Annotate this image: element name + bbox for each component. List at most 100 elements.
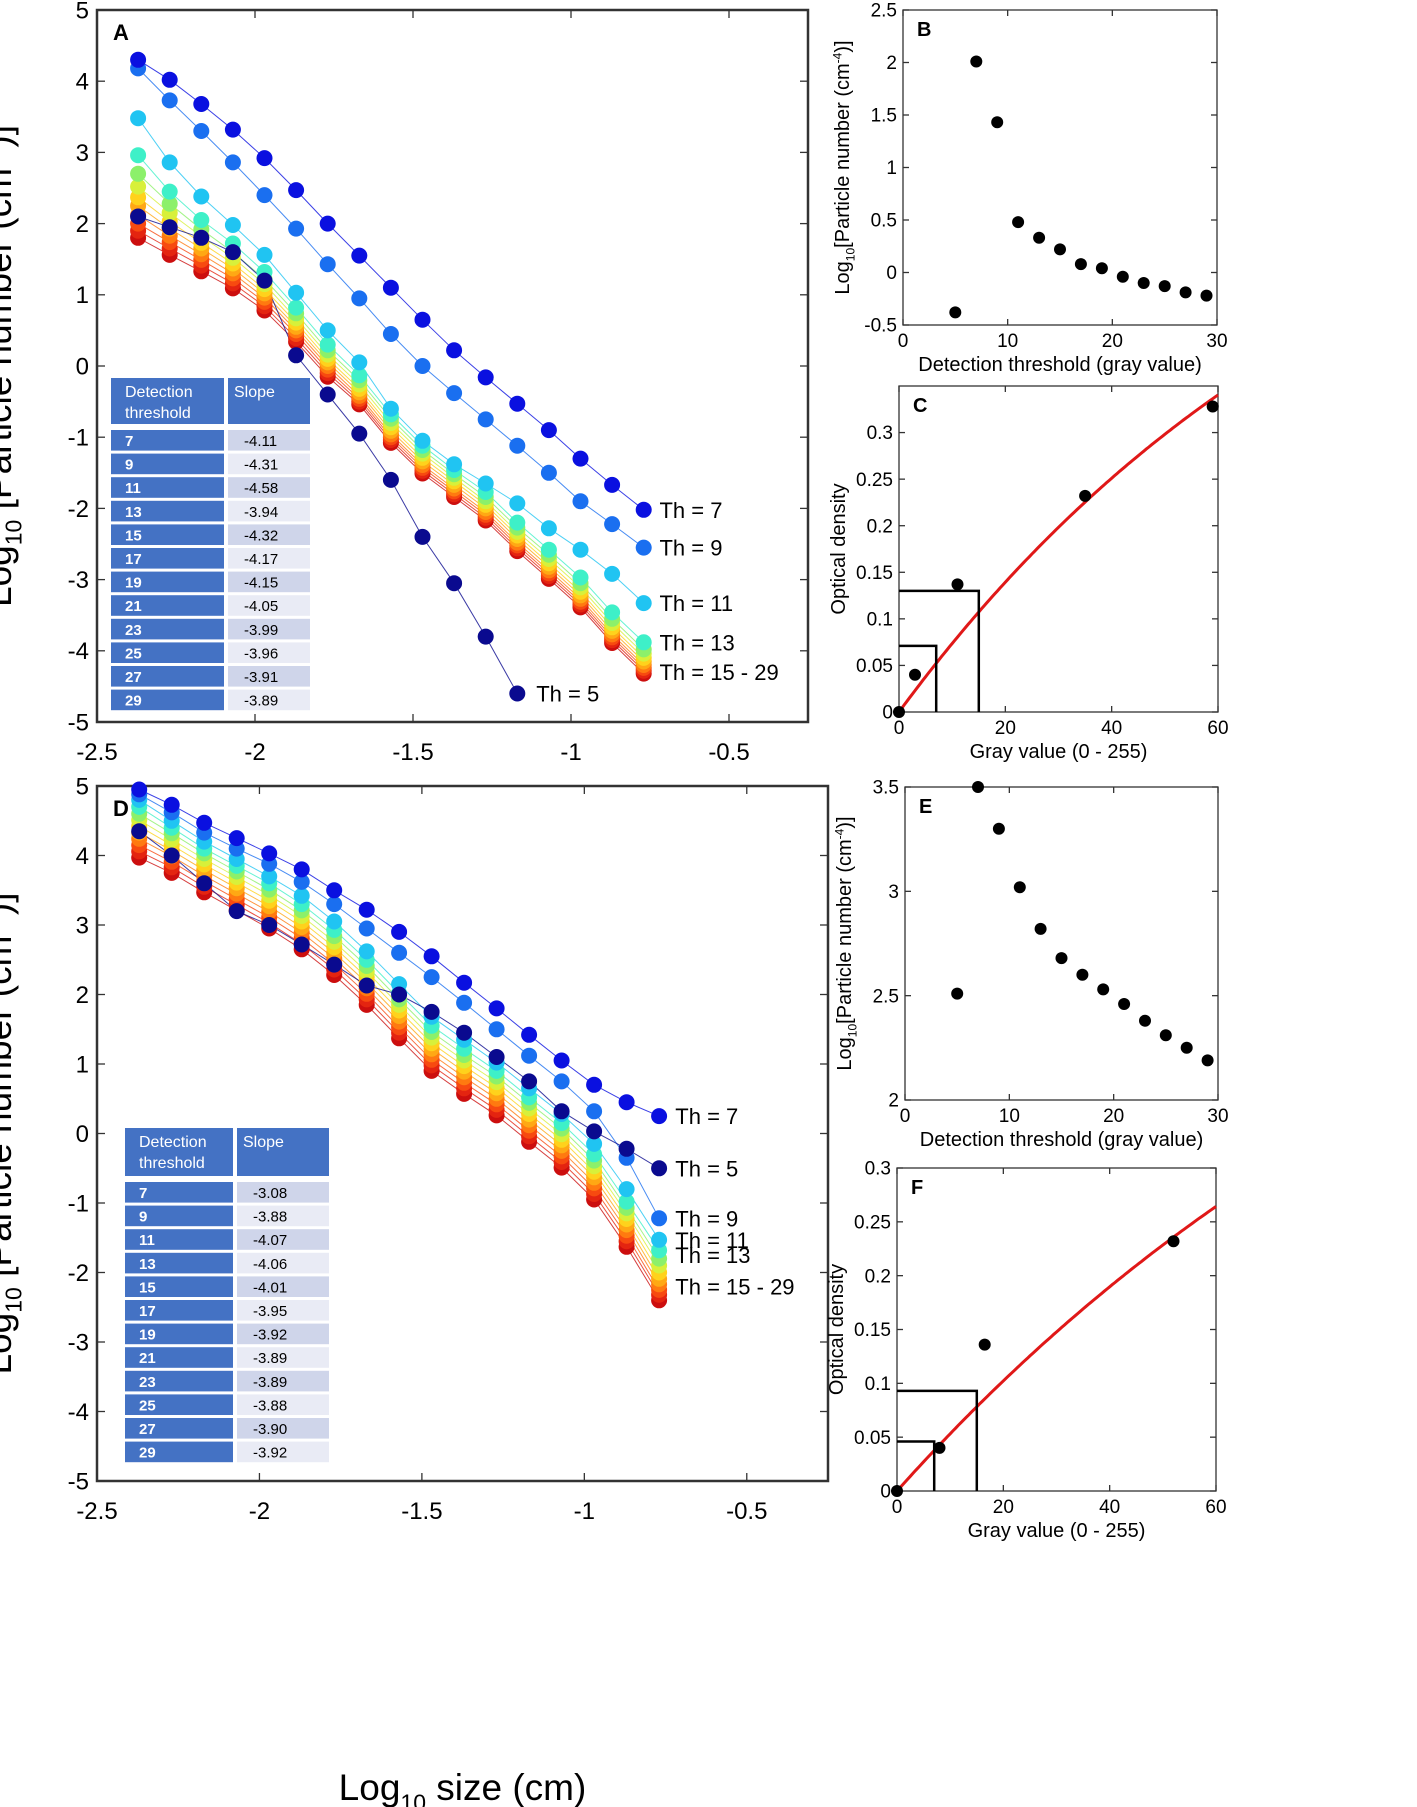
- table-row-A-5: [111, 548, 224, 569]
- data-point-A-th13-14: [572, 569, 589, 586]
- y-tick-label-A-6: 1: [76, 282, 89, 309]
- table-slope-D-7: -3.89: [253, 1350, 287, 1367]
- y-tick-label-F-6: 0.3: [865, 1159, 891, 1180]
- data-point-A-th5-8: [382, 471, 399, 488]
- y-axis-label-A-log: Log: [0, 545, 19, 607]
- data-point-D-th7-14: [586, 1076, 603, 1093]
- x-axis-label-D-text: Log10 size (cm): [339, 1767, 587, 1807]
- table-threshold-A-6: 19: [125, 575, 142, 592]
- data-point-D-th5-15: [618, 1140, 635, 1157]
- data-point-A-th9-15: [604, 516, 621, 533]
- y-axis-label-E-sup: -4: [832, 828, 846, 839]
- data-point-A-th13-2: [193, 212, 210, 228]
- table-header-D-0a: Detection: [139, 1134, 207, 1151]
- y-tick-label-A-1: -4: [68, 638, 89, 665]
- y-axis-label-D-sub: 10: [0, 1287, 26, 1313]
- data-point-D-th7-5: [293, 861, 310, 878]
- data-point-E-3: [1013, 881, 1026, 894]
- data-point-A-th13-1: [161, 183, 178, 200]
- data-point-D-th5-7: [358, 977, 375, 994]
- data-point-B-5: [1054, 243, 1066, 256]
- data-point-A-th13-6: [319, 336, 336, 353]
- x-tick-label-E-1: 10: [999, 1106, 1020, 1127]
- panel-label-C: C: [913, 395, 927, 417]
- table-cell-bg-D-2: [237, 1229, 329, 1250]
- data-point-D-th7-1: [163, 796, 180, 813]
- data-point-A-th9-14: [572, 493, 589, 510]
- data-point-A-th7-14: [572, 450, 589, 467]
- data-point-E-12: [1201, 1054, 1214, 1067]
- data-point-D-th7-9: [423, 948, 440, 965]
- table-row-A-4: [111, 524, 224, 545]
- table-cell-bg-A-5: [228, 548, 310, 569]
- data-point-C-1: [909, 668, 921, 681]
- data-point-A-th11-6: [319, 322, 336, 339]
- y-tick-label-D-2: -3: [68, 1329, 89, 1356]
- data-point-A-th9-12: [509, 437, 526, 454]
- y-axis-label-E-end: )]: [834, 816, 856, 828]
- x-tick-label-F-0: 0: [892, 1497, 903, 1518]
- table-threshold-D-8: 23: [139, 1374, 156, 1391]
- data-point-D-th9-14: [586, 1103, 603, 1120]
- x-axis-label-C: Gray value (0 - 255): [970, 741, 1148, 763]
- x-axis-label-D-sub: 10: [400, 1789, 426, 1807]
- data-point-F-3: [1167, 1235, 1180, 1248]
- data-point-D-th11-15: [618, 1181, 635, 1198]
- table-slope-A-11: -3.89: [244, 693, 278, 710]
- table-header-cell-A-0: [111, 378, 224, 424]
- data-point-D-th5-11: [488, 1049, 505, 1065]
- x-tick-label-D-2: -1.5: [401, 1498, 442, 1525]
- x-axis-label-D: Log10 size (cm): [339, 1767, 587, 1807]
- data-point-A-th9-10: [446, 385, 463, 402]
- table-slope-A-0: -4.11: [244, 433, 277, 450]
- data-point-A-th11-12: [509, 495, 526, 512]
- data-point-E-0: [951, 987, 964, 1000]
- data-point-A-th7-13: [540, 422, 557, 439]
- data-point-D-th5-8: [391, 986, 408, 1003]
- series-label-D-5: Th = 15 - 29: [675, 1274, 794, 1299]
- data-point-A-th7-1: [161, 71, 178, 88]
- data-point-D-th9-13: [553, 1073, 570, 1090]
- data-point-D-th9-9: [423, 969, 440, 986]
- data-point-A-th5-9: [414, 528, 431, 545]
- table-row-A-2: [111, 477, 224, 498]
- data-point-A-th9-5: [288, 220, 305, 237]
- table-cell-bg-D-6: [237, 1323, 329, 1345]
- data-point-A-th11-15: [604, 565, 621, 582]
- data-point-D-th5-16: [651, 1160, 668, 1177]
- series-label-D-1: Th = 5: [675, 1156, 738, 1181]
- table-cell-bg-D-7: [237, 1347, 329, 1368]
- y-tick-label-E-3: 3.5: [873, 778, 899, 799]
- y-axis-label-E: Log10[Particle number (cm-4)]: [832, 816, 859, 1070]
- data-point-A-th7-3: [224, 121, 241, 138]
- data-point-A-th9-2: [193, 123, 210, 139]
- table-row-D-1: [125, 1205, 233, 1227]
- data-point-A-th9-11: [477, 411, 494, 428]
- y-axis-label-B: Log10[Particle number (cm-4)]: [830, 40, 857, 294]
- data-point-A-th9-13: [540, 464, 557, 481]
- data-point-A-th17-0: [130, 178, 147, 195]
- data-point-A-th11-5: [288, 284, 305, 301]
- y-tick-label-A-4: -1: [68, 425, 89, 452]
- data-point-A-th7-12: [509, 395, 526, 412]
- table-threshold-A-3: 13: [125, 504, 142, 521]
- y-tick-label-C-2: 0.1: [867, 610, 893, 631]
- y-axis-label-E-log: Log: [834, 1037, 856, 1070]
- series-label-D-2: Th = 9: [675, 1206, 738, 1231]
- data-point-B-2: [991, 116, 1004, 129]
- series-label-A-2: Th = 11: [659, 591, 733, 616]
- data-point-B-6: [1074, 258, 1087, 271]
- data-point-A-th9-9: [414, 358, 431, 374]
- table-row-D-11: [125, 1441, 233, 1463]
- y-axis-label-D-rest: [Particle number (cm: [0, 936, 19, 1288]
- data-point-D-th11-7: [358, 943, 375, 960]
- table-slope-D-0: -3.08: [253, 1185, 287, 1202]
- table-row-A-6: [111, 571, 224, 593]
- x-axis-label-D-rest: size (cm): [426, 1767, 586, 1807]
- series-label-D-0: Th = 7: [675, 1104, 738, 1129]
- y-tick-label-D-3: -2: [68, 1260, 89, 1287]
- table-slope-A-5: -4.17: [244, 551, 278, 568]
- y-tick-label-B-2: 0.5: [871, 211, 897, 232]
- data-point-C-2: [951, 578, 964, 591]
- guide-line-C-0: [899, 644, 938, 712]
